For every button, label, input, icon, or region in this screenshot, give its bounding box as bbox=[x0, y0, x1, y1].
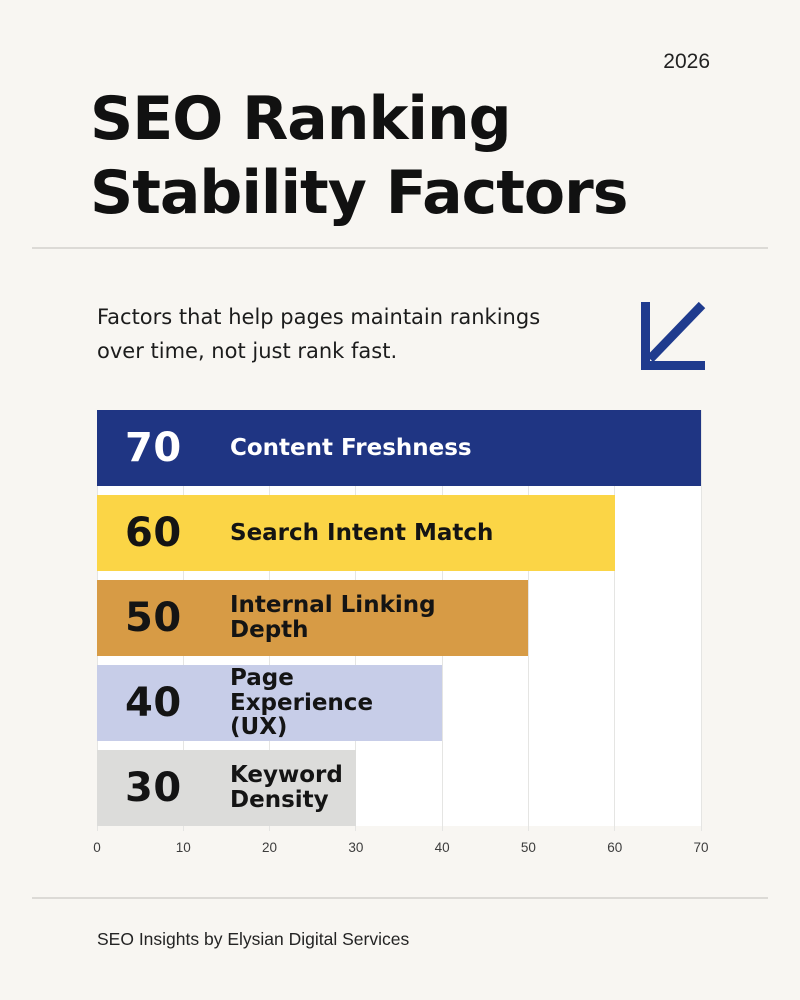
bottom-divider bbox=[32, 897, 768, 899]
bar-label: Internal Linking Depth bbox=[230, 592, 436, 643]
bar-value: 60 bbox=[125, 510, 182, 556]
bar-value: 30 bbox=[125, 765, 182, 811]
x-tick-label: 10 bbox=[175, 840, 191, 855]
bar-value: 40 bbox=[125, 680, 182, 726]
gridline bbox=[700, 410, 702, 831]
x-tick-label: 0 bbox=[93, 840, 101, 855]
footer-credit: SEO Insights by Elysian Digital Services bbox=[97, 929, 410, 949]
bar-label: Keyword Density bbox=[230, 762, 343, 813]
bar-row: 30 Keyword Density bbox=[97, 750, 356, 826]
x-tick-label: 30 bbox=[348, 840, 364, 855]
x-tick-label: 60 bbox=[607, 840, 623, 855]
bar-row: 40 Page Experience (UX) bbox=[97, 665, 443, 741]
x-axis: 0 10 20 30 40 50 60 70 bbox=[93, 840, 708, 860]
arrow-down-left-icon bbox=[638, 298, 708, 376]
x-tick-label: 20 bbox=[262, 840, 278, 855]
x-tick-label: 40 bbox=[434, 840, 450, 855]
bar-label: Page Experience (UX) bbox=[230, 665, 374, 741]
bar-row: 50 Internal Linking Depth bbox=[97, 580, 529, 656]
x-tick-label: 70 bbox=[693, 840, 709, 855]
gridline bbox=[527, 410, 529, 831]
bar-row: 60 Search Intent Match bbox=[97, 495, 615, 571]
page-title: SEO Ranking Stability Factors bbox=[90, 84, 628, 229]
bar-row: 70 Content Freshness bbox=[97, 410, 701, 486]
year-label: 2026 bbox=[663, 50, 710, 73]
plot-area: 70 Content Freshness 60 Search Intent Ma… bbox=[96, 410, 702, 831]
bar-label: Content Freshness bbox=[230, 434, 472, 461]
x-tick-label: 50 bbox=[520, 840, 536, 855]
bar-value: 50 bbox=[125, 595, 182, 641]
page-subtitle: Factors that help pages maintain ranking… bbox=[97, 305, 541, 364]
top-divider bbox=[32, 247, 768, 249]
bar-label: Search Intent Match bbox=[230, 519, 494, 546]
gridline bbox=[614, 410, 616, 831]
bar-value: 70 bbox=[125, 425, 182, 471]
